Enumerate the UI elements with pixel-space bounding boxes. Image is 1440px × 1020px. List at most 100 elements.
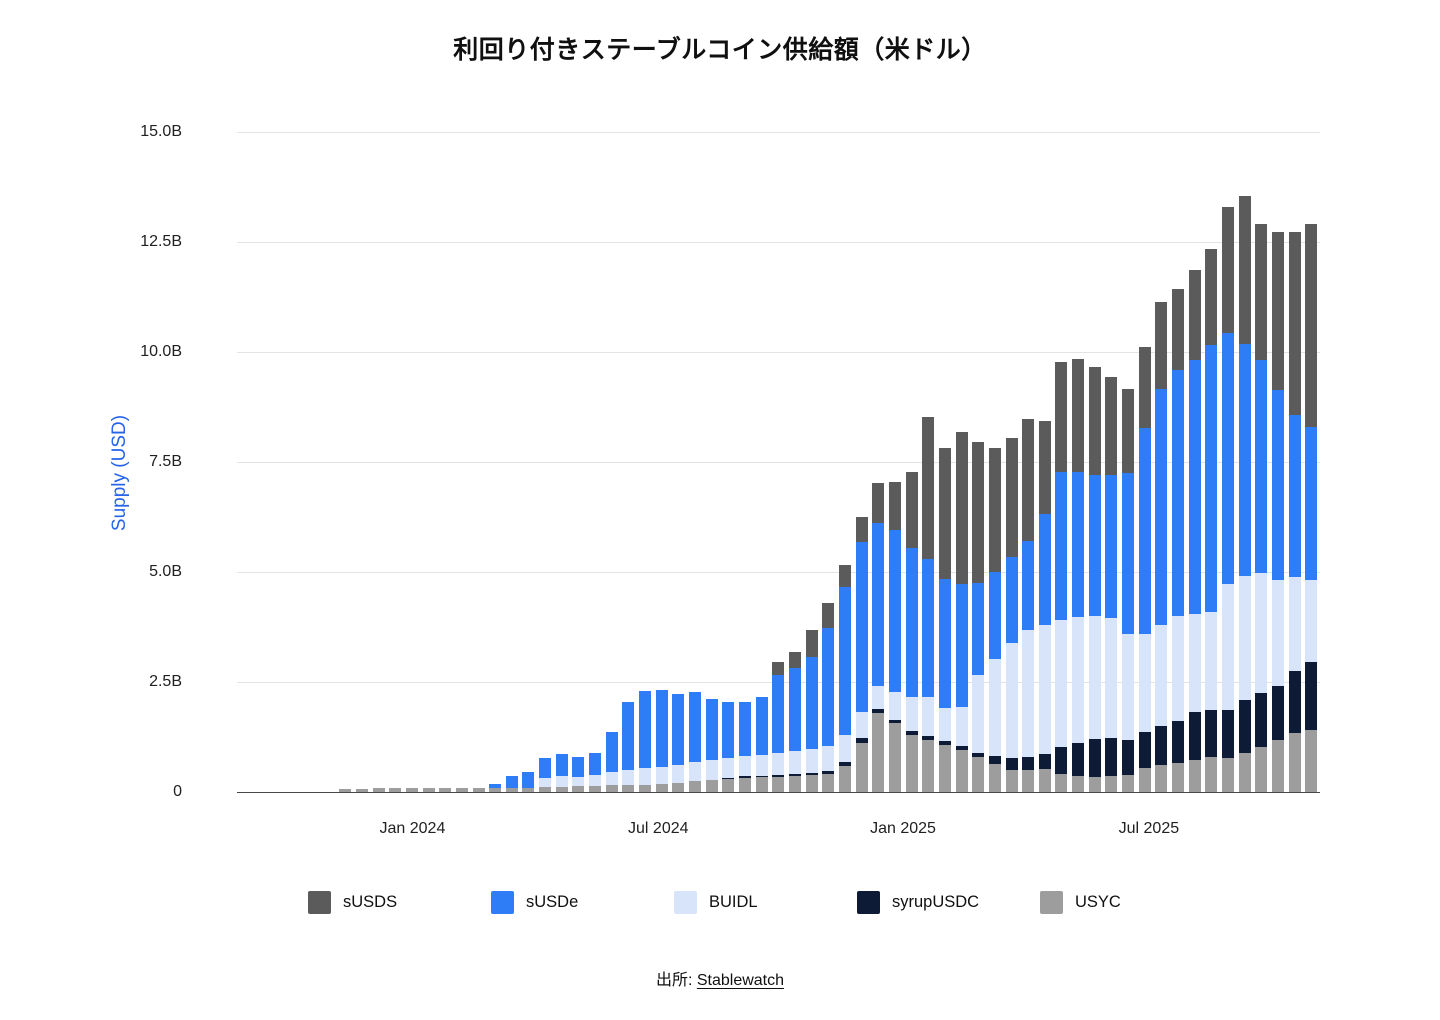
bar-2024-05-28[interactable] — [603, 132, 620, 792]
bar-2024-07-04[interactable] — [653, 132, 670, 792]
bar-2024-06-22[interactable] — [637, 132, 654, 792]
bar-2023-11-13[interactable] — [337, 132, 354, 792]
bar-2024-01-26[interactable] — [437, 132, 454, 792]
bar-2024-08-10[interactable] — [703, 132, 720, 792]
bar-2025-10-28[interactable] — [1303, 132, 1320, 792]
bar-2023-09-01[interactable] — [237, 132, 254, 792]
bar-2024-04-09[interactable] — [537, 132, 554, 792]
segment-sUSDe — [1105, 475, 1118, 619]
bar-2024-09-16[interactable] — [753, 132, 770, 792]
segment-sUSDe — [872, 522, 885, 686]
bar-2024-12-12[interactable] — [870, 132, 887, 792]
segment-sUSDS — [772, 662, 785, 676]
legend-item-syrupusdc[interactable]: syrupUSDC — [857, 889, 979, 915]
segment-BUIDL — [739, 755, 752, 777]
segment-sUSDe — [522, 772, 535, 788]
bar-2025-01-18[interactable] — [920, 132, 937, 792]
bar-2025-08-15[interactable] — [1203, 132, 1220, 792]
bar-2025-06-02[interactable] — [1103, 132, 1120, 792]
bar-2025-08-28[interactable] — [1220, 132, 1237, 792]
segment-syrupUSDC — [1272, 685, 1285, 741]
bar-2024-02-07[interactable] — [454, 132, 471, 792]
segment-USYC — [422, 788, 435, 792]
bar-2025-02-11[interactable] — [953, 132, 970, 792]
bar-2024-08-23[interactable] — [720, 132, 737, 792]
bar-stack — [672, 693, 685, 792]
bar-2024-11-17[interactable] — [837, 132, 854, 792]
segment-sUSDS — [872, 483, 885, 523]
bar-stack — [655, 689, 668, 792]
bar-2024-12-24[interactable] — [887, 132, 904, 792]
bar-2024-04-21[interactable] — [553, 132, 570, 792]
bar-2025-07-22[interactable] — [1170, 132, 1187, 792]
bar-2025-04-26[interactable] — [1053, 132, 1070, 792]
segment-USYC — [589, 785, 602, 792]
bar-2024-11-05[interactable] — [820, 132, 837, 792]
segment-BUIDL — [1255, 572, 1268, 693]
segment-syrupUSDC — [1188, 712, 1201, 760]
bar-2025-07-09[interactable] — [1153, 132, 1170, 792]
bar-2025-08-03[interactable] — [1186, 132, 1203, 792]
bar-2023-12-20[interactable] — [387, 132, 404, 792]
bar-2024-09-04[interactable] — [737, 132, 754, 792]
bar-2024-09-29[interactable] — [770, 132, 787, 792]
bar-2025-03-08[interactable] — [987, 132, 1004, 792]
segment-USYC — [922, 740, 935, 792]
bar-2023-10-20[interactable] — [304, 132, 321, 792]
segment-sUSDe — [589, 752, 602, 775]
bar-2023-10-08[interactable] — [287, 132, 304, 792]
bar-stack — [339, 788, 352, 792]
bar-2024-10-23[interactable] — [803, 132, 820, 792]
bar-2023-09-26[interactable] — [270, 132, 287, 792]
bar-2025-02-24[interactable] — [970, 132, 987, 792]
segment-BUIDL — [1105, 618, 1118, 738]
source-link[interactable]: Stablewatch — [696, 972, 785, 989]
bar-2024-02-20[interactable] — [470, 132, 487, 792]
bar-2024-11-29[interactable] — [853, 132, 870, 792]
bar-2023-11-25[interactable] — [354, 132, 371, 792]
segment-BUIDL — [705, 760, 718, 781]
bar-2024-01-01[interactable] — [404, 132, 421, 792]
bar-2024-05-04[interactable] — [570, 132, 587, 792]
legend-label: sUSDS — [343, 892, 398, 911]
bar-2024-05-16[interactable] — [587, 132, 604, 792]
bar-2024-01-14[interactable] — [420, 132, 437, 792]
bar-2025-04-14[interactable] — [1037, 132, 1054, 792]
bar-2023-09-13[interactable] — [254, 132, 271, 792]
bar-2025-10-04[interactable] — [1270, 132, 1287, 792]
legend-item-susds[interactable]: sUSDS — [308, 889, 397, 915]
bar-2023-11-01[interactable] — [320, 132, 337, 792]
bar-2025-01-30[interactable] — [937, 132, 954, 792]
segment-USYC — [1055, 773, 1068, 792]
bar-2025-06-27[interactable] — [1136, 132, 1153, 792]
bar-2025-10-16[interactable] — [1286, 132, 1303, 792]
segment-sUSDe — [605, 732, 618, 773]
bar-2025-03-20[interactable] — [1003, 132, 1020, 792]
bar-2024-03-03[interactable] — [487, 132, 504, 792]
segment-syrupUSDC — [1238, 700, 1251, 754]
bar-2025-09-09[interactable] — [1236, 132, 1253, 792]
bar-2025-01-05[interactable] — [903, 132, 920, 792]
susds-swatch-icon — [308, 890, 331, 914]
segment-sUSDe — [1005, 556, 1018, 644]
legend-item-usyc[interactable]: USYC — [1040, 889, 1121, 915]
bar-2025-04-02[interactable] — [1020, 132, 1037, 792]
bar-2025-09-21[interactable] — [1253, 132, 1270, 792]
segment-sUSDe — [572, 756, 585, 777]
bar-2024-06-10[interactable] — [620, 132, 637, 792]
bar-stack — [572, 756, 585, 792]
segment-BUIDL — [838, 734, 851, 763]
segment-BUIDL — [689, 762, 702, 782]
bar-2025-06-15[interactable] — [1120, 132, 1137, 792]
bar-2025-05-09[interactable] — [1070, 132, 1087, 792]
bar-2024-07-17[interactable] — [670, 132, 687, 792]
bar-2024-10-11[interactable] — [787, 132, 804, 792]
bar-2024-03-15[interactable] — [504, 132, 521, 792]
bar-2024-07-29[interactable] — [687, 132, 704, 792]
bar-2023-12-08[interactable] — [370, 132, 387, 792]
bar-2024-03-28[interactable] — [520, 132, 537, 792]
legend-item-buidl[interactable]: BUIDL — [674, 889, 758, 915]
bar-2025-05-21[interactable] — [1086, 132, 1103, 792]
legend-item-susde[interactable]: sUSDe — [491, 889, 578, 915]
